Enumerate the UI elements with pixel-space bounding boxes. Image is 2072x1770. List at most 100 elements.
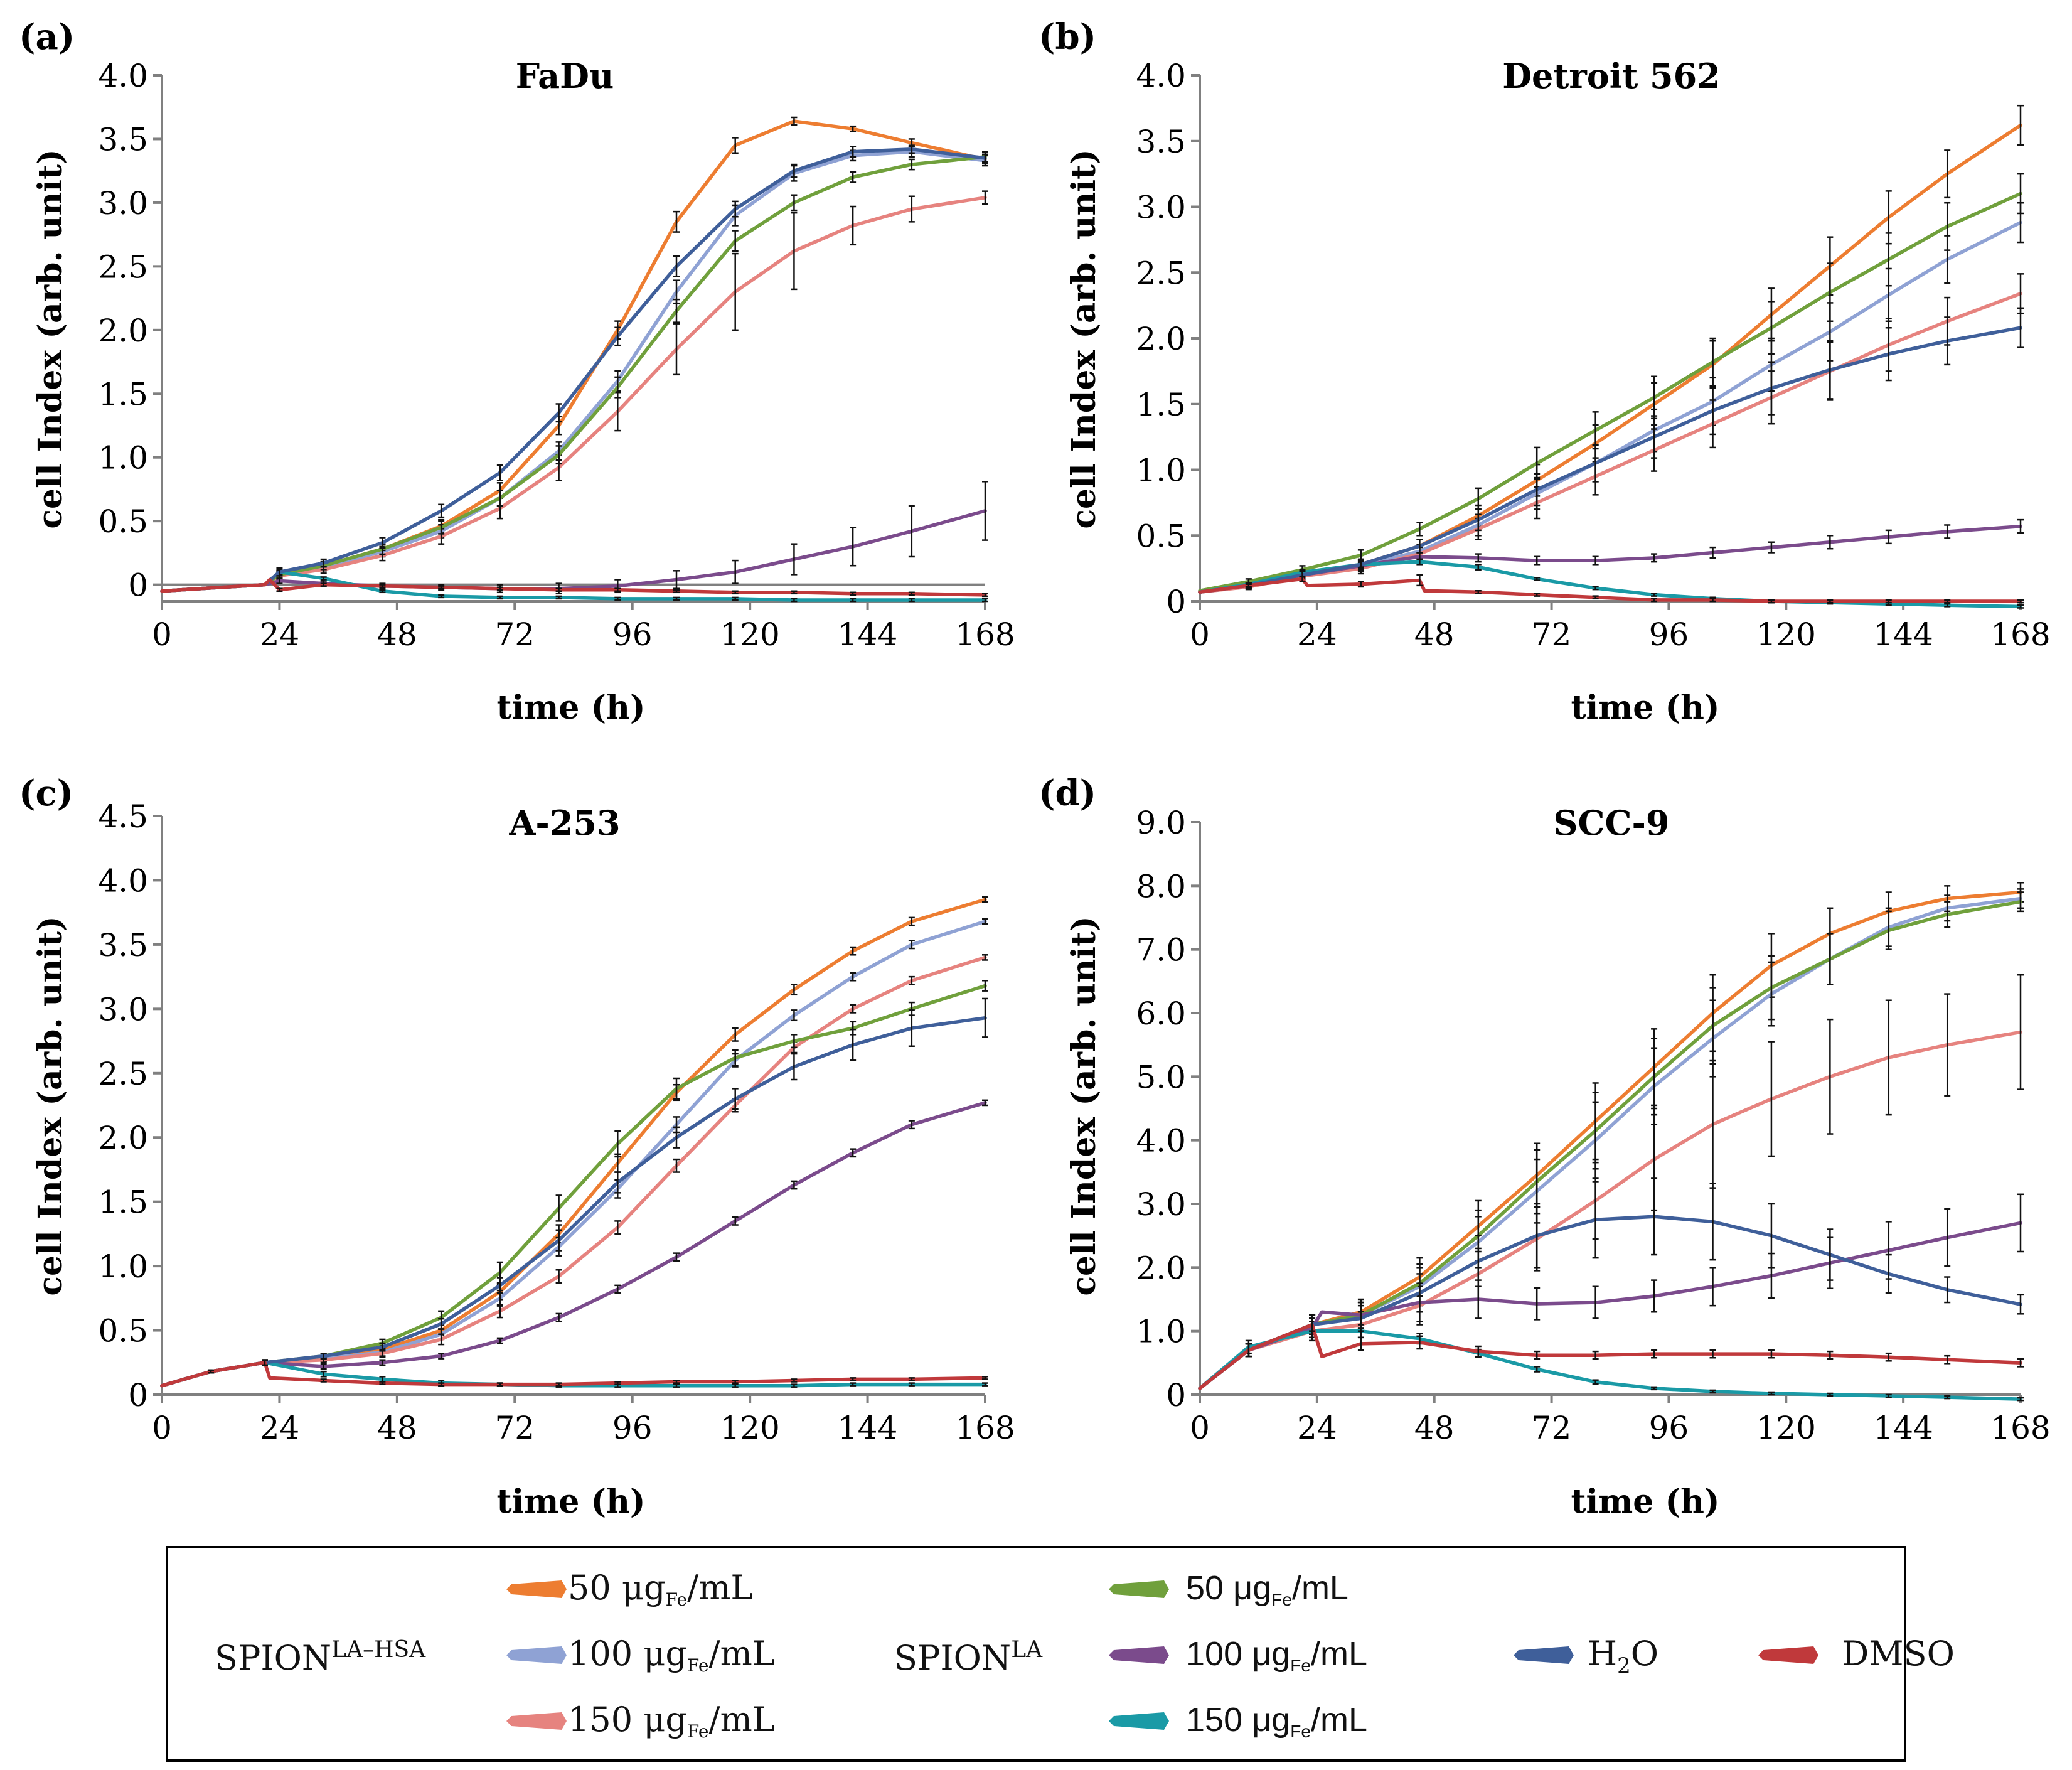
x-tick-label: 168 — [1990, 1410, 2050, 1446]
x-axis-title: time (h) — [1571, 689, 1720, 727]
x-tick-label: 72 — [494, 616, 535, 653]
series-dmso — [160, 1359, 988, 1388]
y-tick-label: 2.5 — [98, 249, 148, 285]
y-tick-label: 0 — [1166, 1377, 1186, 1413]
x-tick-label: 120 — [720, 1410, 779, 1446]
legend-swatch-la50 — [1109, 1580, 1169, 1598]
y-tick-label: 3.0 — [98, 991, 148, 1027]
x-tick-label: 24 — [260, 1410, 300, 1446]
y-tick-label: 2.5 — [1136, 255, 1186, 291]
x-tick-label: 144 — [838, 1410, 897, 1446]
legend-group-label-la: SPIONLA — [894, 1637, 1043, 1678]
y-axis-title: cell Index (arb. unit) — [1065, 916, 1103, 1295]
x-axis-title: time (h) — [497, 689, 646, 727]
panel-label: (d) — [1039, 773, 1096, 814]
chart-title: A-253 — [508, 803, 620, 843]
x-tick-label: 96 — [612, 616, 653, 653]
y-tick-label: 0.5 — [98, 1313, 148, 1349]
series-dmso — [1198, 1317, 2024, 1390]
y-tick-label: 0.5 — [98, 503, 148, 540]
series-dmso — [160, 577, 988, 598]
series-line — [160, 147, 987, 593]
x-tick-label: 120 — [1756, 616, 1816, 653]
x-tick-label: 0 — [1190, 1410, 1210, 1446]
series-dmso — [1198, 574, 2024, 604]
legend-label-h2o: H2O — [1588, 1634, 1658, 1678]
x-tick-label: 24 — [260, 616, 300, 653]
series-line — [160, 1361, 987, 1388]
x-tick-label: 120 — [1756, 1410, 1816, 1446]
y-axis-title: cell Index (arb. unit) — [1065, 149, 1103, 528]
legend-swatch-la100 — [1109, 1646, 1169, 1664]
y-tick-label: 7.0 — [1136, 932, 1186, 968]
chart-title: SCC-9 — [1554, 803, 1670, 843]
x-tick-label: 144 — [1873, 1410, 1933, 1446]
x-tick-label: 24 — [1297, 1410, 1337, 1446]
x-axis-title: time (h) — [1571, 1483, 1720, 1521]
legend-label-hsa100: 100 μgFe/mL — [568, 1634, 775, 1676]
legend-label-la100: 100 μgFe/mL — [1186, 1635, 1367, 1675]
y-axis-title: cell Index (arb. unit) — [31, 149, 70, 528]
y-tick-label: 9.0 — [1136, 805, 1186, 841]
y-tick-label: 2.0 — [98, 313, 148, 349]
y-axis-title: cell Index (arb. unit) — [31, 916, 70, 1295]
y-tick-label: 2.0 — [1136, 1250, 1186, 1286]
y-tick-label: 1.0 — [98, 1248, 148, 1285]
x-tick-label: 72 — [1532, 616, 1572, 653]
y-tick-label: 6.0 — [1136, 995, 1186, 1032]
y-tick-label: 3.5 — [1136, 124, 1186, 160]
y-tick-label: 1.0 — [1136, 453, 1186, 489]
legend-swatch-la150 — [1109, 1712, 1169, 1730]
y-tick-label: 1.0 — [1136, 1314, 1186, 1350]
x-tick-label: 24 — [1297, 616, 1337, 653]
legend-box — [166, 1546, 1906, 1762]
x-tick-label: 48 — [1414, 616, 1455, 653]
panel-label: (c) — [19, 773, 73, 814]
series-la100 — [160, 1099, 988, 1388]
y-tick-label: 3.0 — [98, 185, 148, 222]
x-tick-label: 48 — [1414, 1410, 1455, 1446]
legend-label-dmso: DMSO — [1842, 1634, 1955, 1673]
y-tick-label: 4.0 — [1136, 1123, 1186, 1159]
x-tick-label: 168 — [955, 1410, 1015, 1446]
y-tick-label: 0 — [128, 567, 148, 604]
panel-label: (b) — [1039, 16, 1096, 58]
x-tick-label: 72 — [494, 1410, 535, 1446]
legend-label-la50: 50 μgFe/mL — [1186, 1569, 1348, 1609]
x-tick-label: 120 — [720, 616, 779, 653]
x-tick-label: 0 — [152, 616, 172, 653]
chart-panel-a: (a) FaDu cell Index (arb. unit) time (h) 0 0.… — [19, 16, 1015, 727]
x-tick-label: 48 — [377, 1410, 417, 1446]
chart-title: Detroit 562 — [1502, 56, 1721, 96]
x-tick-label: 96 — [612, 1410, 653, 1446]
panel-label: (a) — [19, 16, 75, 58]
y-tick-label: 4.5 — [98, 798, 148, 835]
legend-swatch-hsa150 — [506, 1712, 567, 1730]
y-tick-label: 3.0 — [1136, 1186, 1186, 1223]
y-tick-label: 2.0 — [98, 1120, 148, 1156]
x-tick-label: 72 — [1532, 1410, 1572, 1446]
x-tick-label: 0 — [1190, 616, 1210, 653]
y-tick-label: 2.5 — [98, 1056, 148, 1092]
x-tick-label: 144 — [838, 616, 897, 653]
y-tick-label: 0.5 — [1136, 518, 1186, 554]
x-tick-label: 48 — [377, 616, 417, 653]
legend-swatch-dmso — [1758, 1646, 1818, 1664]
series-line — [1198, 1221, 2022, 1390]
y-tick-label: 0 — [1166, 584, 1186, 620]
x-axis-title: time (h) — [497, 1483, 646, 1521]
chart-panel-d: (d) SCC-9 cell Index (arb. unit) time (h) 0 1… — [1039, 773, 2051, 1521]
y-tick-label: 3.0 — [1136, 190, 1186, 226]
legend-swatch-h2o — [1514, 1646, 1574, 1664]
y-tick-label: 1.0 — [98, 440, 148, 476]
y-tick-label: 3.5 — [98, 927, 148, 963]
y-tick-label: 2.0 — [1136, 321, 1186, 357]
y-tick-label: 1.5 — [1136, 387, 1186, 423]
x-tick-label: 168 — [1990, 616, 2050, 653]
legend-swatch-hsa100 — [506, 1646, 567, 1664]
chart-title: FaDu — [516, 56, 614, 96]
series-h2o — [160, 144, 988, 593]
legend-label-hsa150: 150 μgFe/mL — [568, 1700, 775, 1742]
x-tick-label: 96 — [1649, 1410, 1689, 1446]
